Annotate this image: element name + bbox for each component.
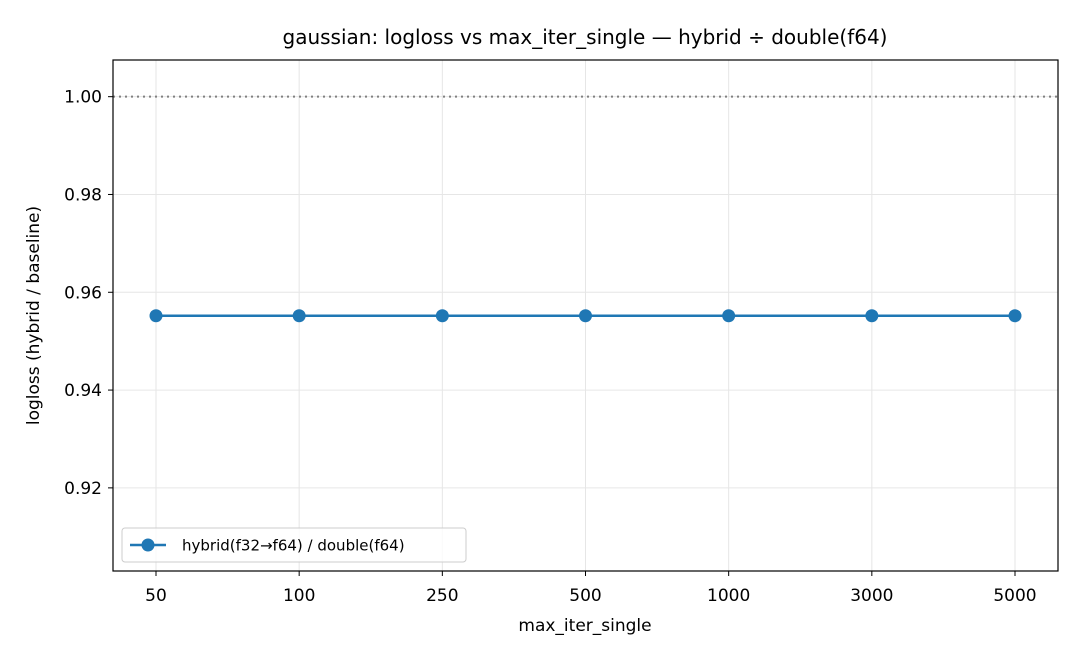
legend: hybrid(f32→f64) / double(f64) — [121, 527, 467, 563]
data-point — [579, 309, 592, 323]
y-tick-label: 1.00 — [64, 88, 102, 108]
y-axis-ticks: 0.92 0.94 0.96 0.98 1.00 — [64, 88, 113, 499]
y-tick-label: 0.92 — [64, 479, 102, 499]
x-tick-label: 3000 — [850, 586, 893, 606]
legend-series-label: hybrid(f32→f64) / double(f64) — [182, 537, 405, 555]
x-tick-label: 50 — [145, 586, 167, 606]
x-tick-label: 500 — [569, 586, 601, 606]
chart-title: gaussian: logloss vs max_iter_single — h… — [283, 25, 888, 49]
x-axis-ticks: 50 100 250 500 1000 3000 5000 — [145, 571, 1037, 606]
data-point — [292, 309, 306, 323]
data-point — [722, 309, 736, 323]
data-point — [1008, 309, 1022, 323]
x-tick-label: 5000 — [993, 586, 1036, 606]
y-tick-label: 0.96 — [64, 283, 102, 303]
data-point — [149, 309, 163, 323]
y-tick-label: 0.98 — [64, 185, 102, 205]
x-tick-label: 1000 — [707, 586, 750, 606]
legend-series-marker — [141, 538, 155, 552]
legend-box — [121, 527, 467, 563]
data-point — [865, 309, 879, 323]
data-point — [435, 309, 449, 323]
y-tick-label: 0.94 — [64, 381, 102, 401]
series-layer — [149, 309, 1022, 323]
x-tick-label: 100 — [283, 586, 315, 606]
x-axis-title: max_iter_single — [518, 616, 651, 636]
y-axis-title: logloss (hybrid / baseline) — [24, 206, 44, 425]
x-tick-label: 250 — [426, 586, 458, 606]
